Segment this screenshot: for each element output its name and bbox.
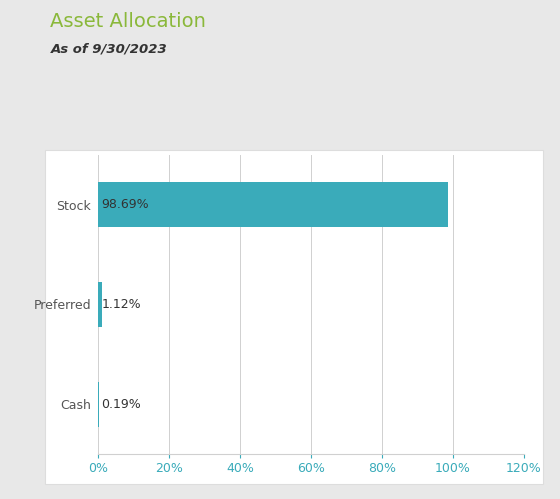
Bar bbox=[98, 282, 102, 327]
Bar bbox=[98, 182, 448, 227]
Text: 1.12%: 1.12% bbox=[101, 298, 141, 311]
Bar bbox=[98, 382, 99, 427]
Text: Asset Allocation: Asset Allocation bbox=[50, 12, 206, 31]
Text: 98.69%: 98.69% bbox=[101, 198, 149, 211]
Text: As of 9/30/2023: As of 9/30/2023 bbox=[50, 42, 167, 55]
Text: 0.19%: 0.19% bbox=[101, 398, 141, 411]
